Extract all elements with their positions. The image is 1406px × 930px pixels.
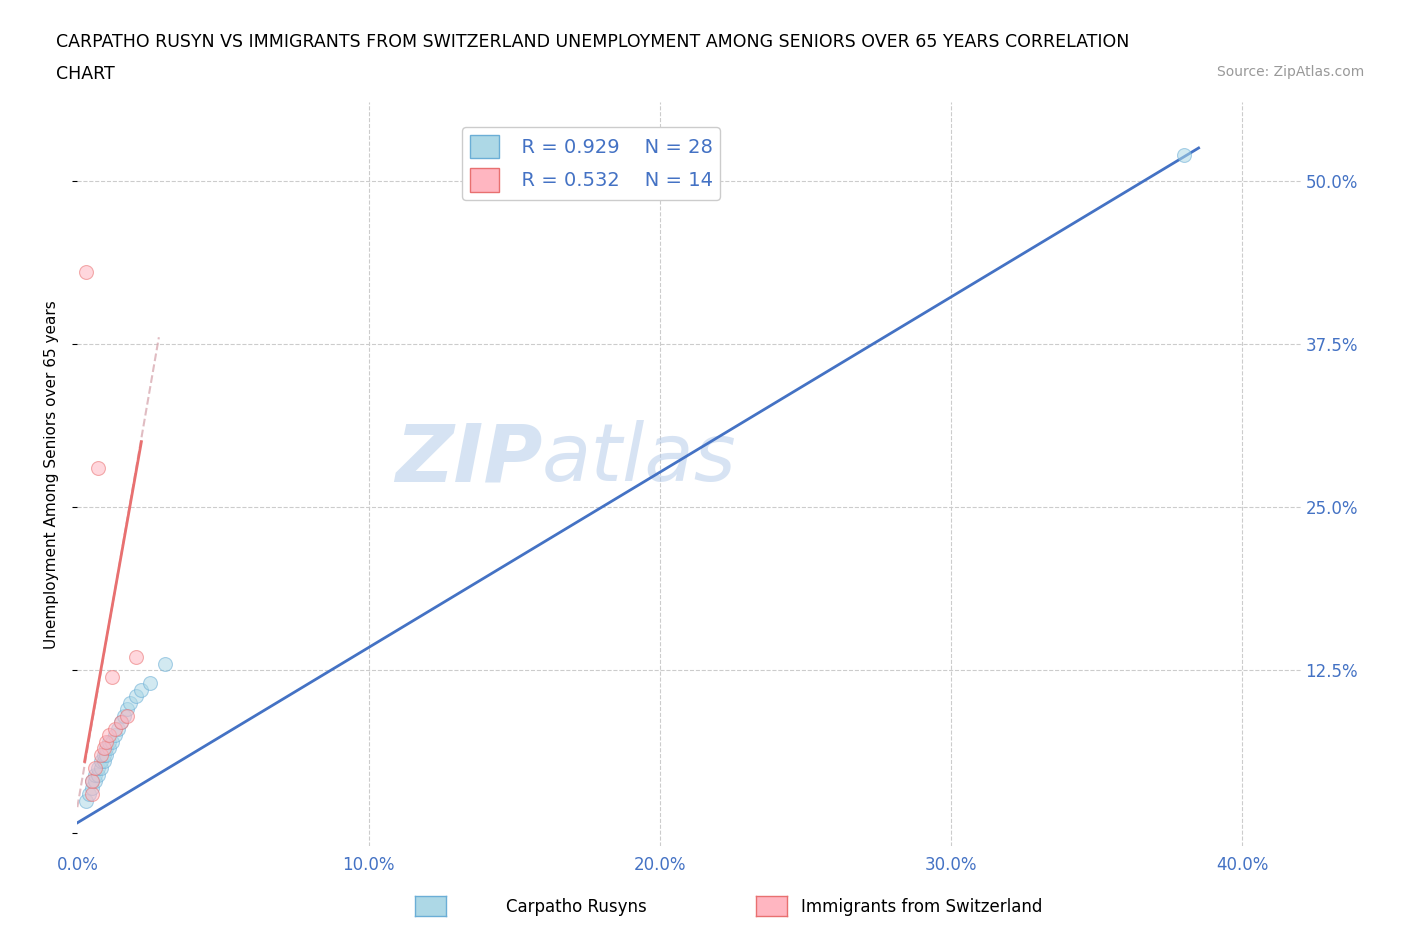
Point <box>139 676 162 691</box>
Point <box>124 649 146 664</box>
Point <box>96 748 118 763</box>
Point <box>93 754 115 769</box>
Text: Carpatho Rusyns: Carpatho Rusyns <box>506 897 647 916</box>
Point <box>153 657 176 671</box>
Point <box>93 748 115 763</box>
Point <box>80 774 103 789</box>
Point <box>118 696 141 711</box>
Point <box>98 735 121 750</box>
Point <box>98 741 121 756</box>
Point <box>90 754 112 769</box>
Point <box>107 722 129 737</box>
Text: CHART: CHART <box>56 65 115 83</box>
Point <box>87 460 110 475</box>
Y-axis label: Unemployment Among Seniors over 65 years: Unemployment Among Seniors over 65 years <box>44 300 59 649</box>
Point <box>80 780 103 795</box>
Text: atlas: atlas <box>543 420 737 498</box>
Point <box>96 735 118 750</box>
Legend:   R = 0.929    N = 28,   R = 0.532    N = 14: R = 0.929 N = 28, R = 0.532 N = 14 <box>461 126 720 200</box>
Point <box>104 722 127 737</box>
Point <box>87 761 110 776</box>
Point <box>83 761 105 776</box>
Text: Source: ZipAtlas.com: Source: ZipAtlas.com <box>1216 65 1364 79</box>
Point <box>77 787 100 802</box>
Text: CARPATHO RUSYN VS IMMIGRANTS FROM SWITZERLAND UNEMPLOYMENT AMONG SENIORS OVER 65: CARPATHO RUSYN VS IMMIGRANTS FROM SWITZE… <box>56 33 1129 50</box>
Point <box>98 728 121 743</box>
Point <box>80 787 103 802</box>
Point <box>115 702 138 717</box>
Point <box>83 774 105 789</box>
Point <box>96 741 118 756</box>
Point <box>115 709 138 724</box>
Text: Immigrants from Switzerland: Immigrants from Switzerland <box>801 897 1043 916</box>
Point <box>110 715 132 730</box>
Point <box>101 670 124 684</box>
Point <box>1173 147 1195 162</box>
Point <box>90 761 112 776</box>
Point <box>80 774 103 789</box>
Point <box>104 728 127 743</box>
Point <box>75 793 97 808</box>
Point <box>131 683 153 698</box>
Text: ZIP: ZIP <box>395 420 543 498</box>
Point <box>101 735 124 750</box>
Point <box>110 715 132 730</box>
Point <box>90 748 112 763</box>
Point <box>75 264 97 279</box>
Point <box>112 709 135 724</box>
Point <box>83 767 105 782</box>
Point <box>93 741 115 756</box>
Point <box>87 767 110 782</box>
Point <box>124 689 146 704</box>
